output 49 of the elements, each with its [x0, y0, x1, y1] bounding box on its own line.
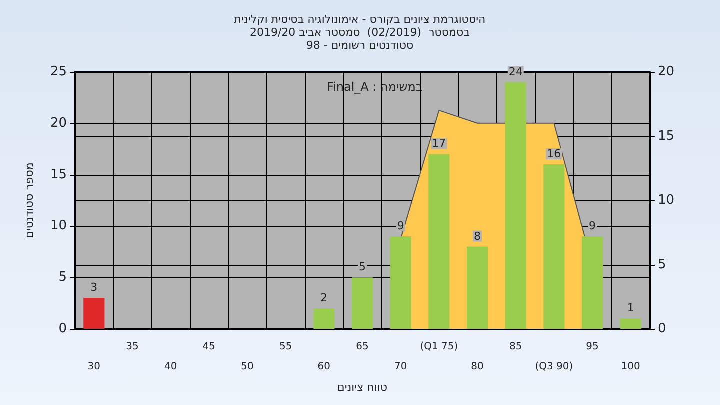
data-label: 3 — [90, 281, 98, 294]
bar — [466, 246, 488, 329]
bar — [582, 236, 604, 329]
x-tick-label: 55 — [279, 342, 292, 352]
x-tick-label: 80 — [471, 362, 484, 372]
x-tick-label: 35 — [126, 342, 139, 352]
data-label: 24 — [508, 65, 523, 78]
data-label: 16 — [547, 148, 562, 161]
x-tick-label: 40 — [164, 362, 178, 372]
data-label: 9 — [589, 219, 596, 232]
x-tick-label: 30 — [88, 362, 101, 372]
bar — [352, 278, 374, 329]
y2-tick-label: 15 — [658, 128, 675, 144]
bar — [544, 164, 565, 329]
x-tick-label: 95 — [586, 342, 599, 352]
y-axis-title: מספר סטודנטים — [23, 162, 36, 238]
chart-title: היסטוגרמת ציונים בקורס - אימונולוגיה בסיסית וקלינית בסמסטר (02/2019) סמסטר אביב 2019/20 סטודנטים רשומים - 98 — [234, 13, 486, 52]
data-label: 1 — [627, 302, 634, 315]
x-axis-title: טווח ציונים — [338, 380, 388, 394]
x-tick-label: (Q3 90) — [535, 362, 574, 372]
y2-tick-label: 5 — [658, 257, 666, 272]
x-tick-label: 65 — [356, 342, 369, 352]
y-tick-label: 5 — [58, 270, 67, 286]
x-tick-label: 85 — [509, 342, 522, 352]
x-tick-label: 50 — [241, 362, 254, 372]
y-tick-label: 25 — [50, 64, 67, 80]
bar — [390, 236, 412, 329]
bar — [428, 154, 450, 329]
y-tick-label: 10 — [50, 218, 67, 234]
x-tick-label: 60 — [318, 362, 331, 372]
y2-tick-label: 10 — [658, 193, 675, 208]
y-tick-label: 20 — [50, 116, 67, 131]
bar — [505, 82, 526, 329]
x-tick-label: 100 — [621, 362, 640, 372]
y-tick-label: 0 — [58, 322, 67, 336]
bar — [84, 298, 105, 329]
data-label: 2 — [320, 291, 328, 304]
y2-tick-label: 0 — [658, 322, 666, 336]
x-tick-label: (Q1 75) — [420, 342, 458, 352]
bar — [620, 318, 642, 329]
data-label: 8 — [474, 230, 481, 243]
y-tick-label: 15 — [50, 167, 67, 182]
data-label: 9 — [397, 219, 404, 232]
data-label: 5 — [359, 260, 366, 274]
bar — [314, 308, 335, 329]
x-tick-label: 45 — [202, 342, 216, 352]
y2-tick-label: 20 — [658, 64, 675, 80]
x-tick-label: 70 — [394, 362, 408, 372]
data-label: 17 — [432, 137, 446, 150]
